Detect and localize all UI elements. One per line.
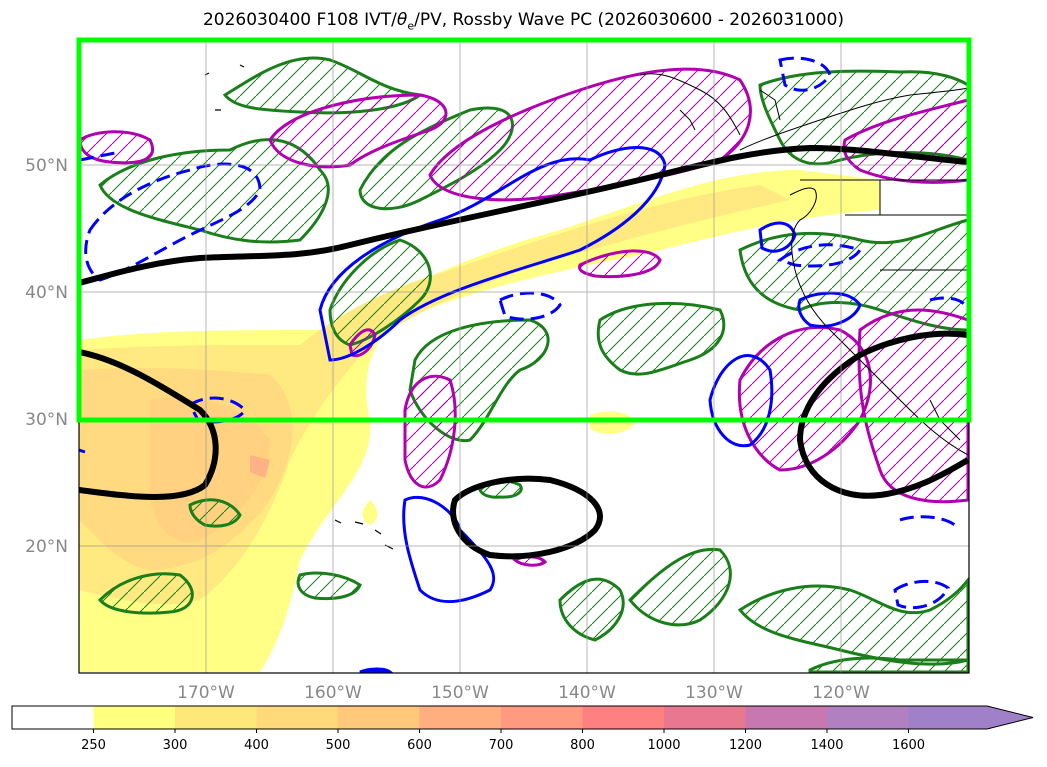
colorbar-extend-arrow: [908, 706, 1033, 729]
highlight-region-box: [76, 37, 972, 423]
colorbar-segment: [745, 706, 828, 729]
lon-label-150w: 150°W: [431, 683, 489, 703]
lat-labels: 50°N 40°N 30°N 20°N: [25, 156, 68, 557]
ivt-colorbar: 250 300 400 500 600 700 800 1000 1200 1400 1600: [11, 705, 1034, 753]
colorbar-label: 700: [489, 738, 514, 753]
colorbar-segment: [175, 706, 257, 729]
colorbar-label: 250: [81, 738, 106, 753]
lon-label-140w: 140°W: [558, 683, 616, 703]
colorbar-segment: [419, 706, 502, 729]
map-title: 2026030400 F108 IVT/θe/PV, Rossby Wave P…: [202, 10, 845, 33]
colorbar-label: 1000: [647, 738, 680, 753]
colorbar-segment: [256, 706, 339, 729]
colorbar-segment: [12, 706, 94, 729]
lon-label-130w: 130°W: [685, 683, 743, 703]
colorbar-outline: [11, 705, 1034, 730]
lat-label-30n: 30°N: [25, 410, 68, 430]
colorbar-label: 800: [570, 738, 595, 753]
colorbar-label: 1400: [810, 738, 843, 753]
lat-label-40n: 40°N: [25, 283, 68, 303]
colorbar-segment: [827, 706, 909, 729]
colorbar-label: 600: [407, 738, 432, 753]
lon-labels: 170°W 160°W 150°W 140°W 130°W 120°W: [177, 683, 870, 703]
lat-label-20n: 20°N: [25, 537, 68, 557]
colorbar-segment: [338, 706, 420, 729]
lon-label-170w: 170°W: [177, 683, 235, 703]
colorbar-label: 1600: [892, 738, 925, 753]
lon-label-120w: 120°W: [812, 683, 870, 703]
colorbar-label: 400: [244, 738, 269, 753]
colorbar-label: 300: [163, 738, 188, 753]
lat-label-50n: 50°N: [25, 156, 68, 176]
colorbar-segment: [582, 706, 665, 729]
colorbar-label: 500: [326, 738, 351, 753]
colorbar-segment: [664, 706, 746, 729]
pv-contours: [79, 144, 969, 560]
coastlines: [639, 73, 969, 456]
colorbar-label: 1200: [729, 738, 762, 753]
colorbar-segment: [501, 706, 583, 729]
colorbar-segment: [93, 706, 176, 729]
lon-label-160w: 160°W: [304, 683, 362, 703]
map-area: [79, 40, 969, 673]
